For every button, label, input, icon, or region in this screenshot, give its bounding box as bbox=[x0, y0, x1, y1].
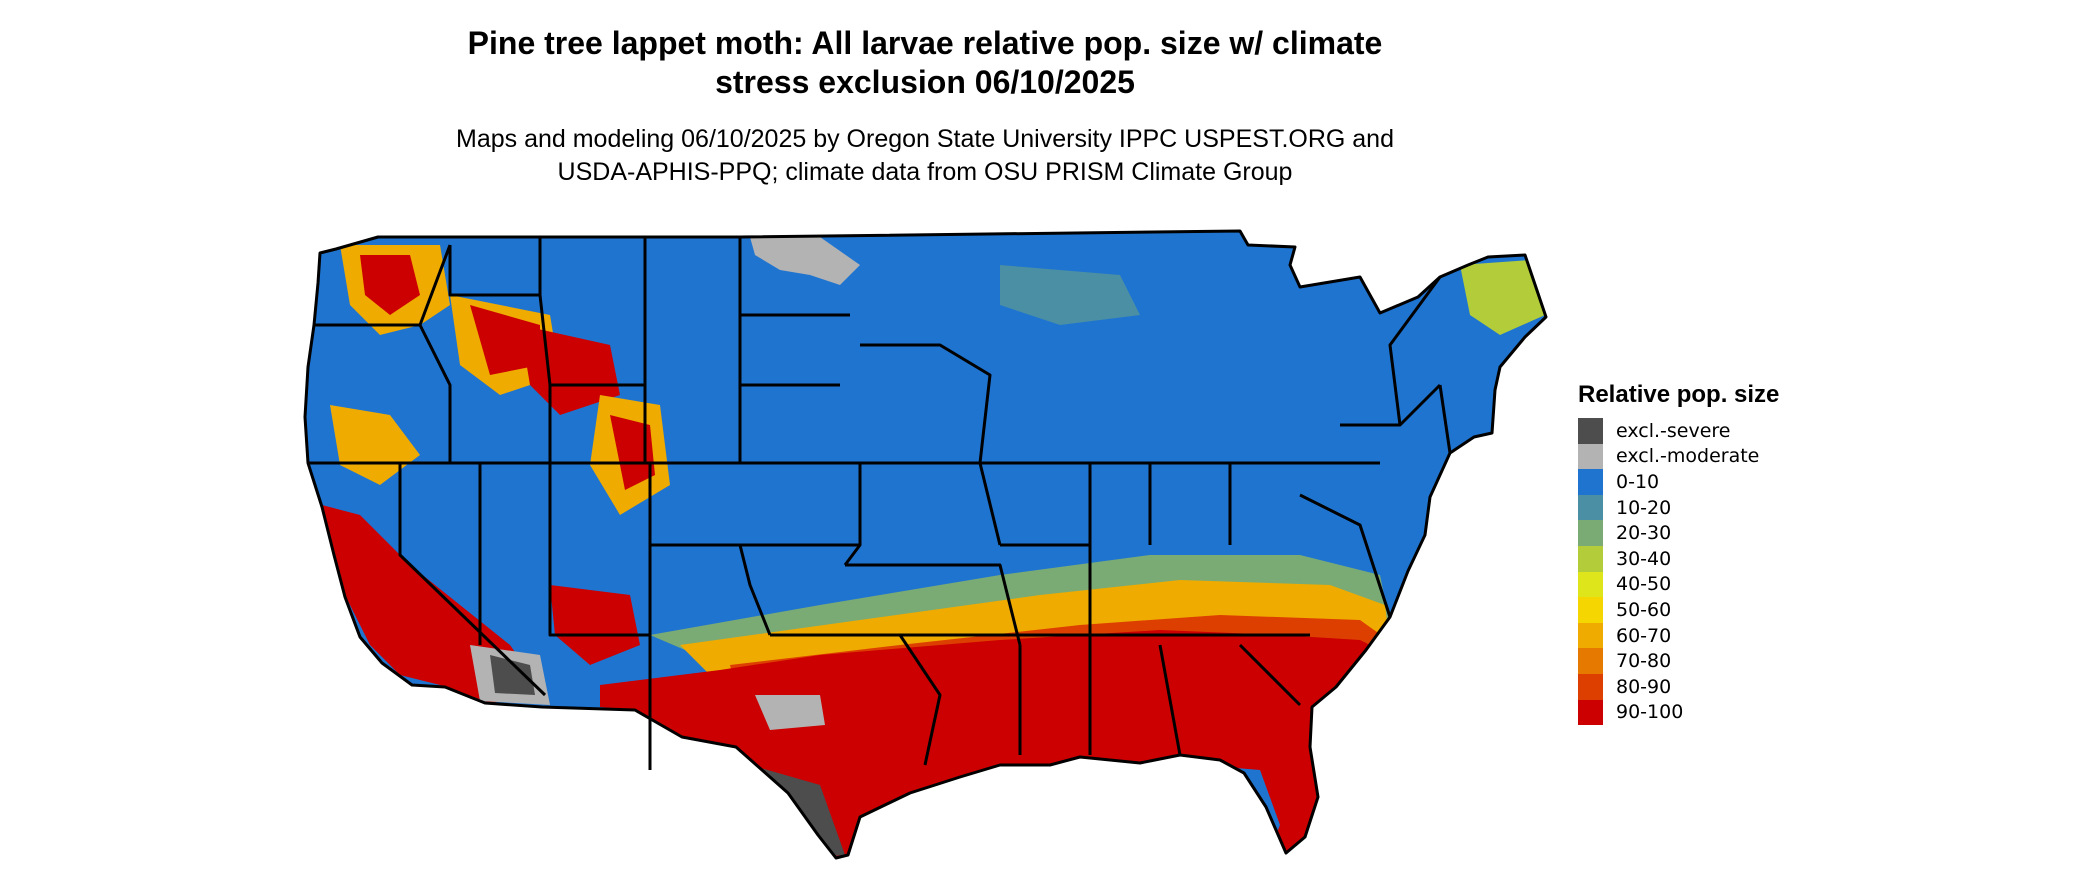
legend-item: 80-90 bbox=[1578, 673, 1779, 700]
legend-swatch bbox=[1578, 520, 1603, 546]
legend-label: 30-40 bbox=[1616, 547, 1672, 570]
zone-excl-moderate-north bbox=[750, 237, 860, 285]
legend-label: 10-20 bbox=[1616, 496, 1672, 519]
legend-label: 80-90 bbox=[1616, 675, 1672, 698]
legend-swatch bbox=[1578, 699, 1603, 726]
legend-swatch bbox=[1578, 469, 1603, 495]
legend-item: 90-100 bbox=[1578, 699, 1779, 726]
zone-30-40-maine bbox=[1460, 260, 1545, 335]
legend-label: 20-30 bbox=[1616, 522, 1672, 545]
zone-nm-red bbox=[550, 585, 640, 665]
legend-label: 40-50 bbox=[1616, 573, 1672, 596]
legend-label: excl.-severe bbox=[1616, 419, 1731, 442]
legend-item: 30-40 bbox=[1578, 545, 1779, 572]
legend-title: Relative pop. size bbox=[1578, 381, 1780, 408]
legend-label: 50-60 bbox=[1616, 598, 1672, 621]
legend-swatch bbox=[1578, 648, 1603, 674]
map-title-line-2: stress exclusion 06/10/2025 bbox=[715, 64, 1135, 100]
legend-swatch bbox=[1578, 494, 1603, 521]
us-population-map bbox=[303, 229, 1548, 860]
zone-excl-moderate-tx bbox=[755, 695, 825, 730]
map-subtitle: Maps and modeling 06/10/2025 by Oregon S… bbox=[0, 123, 1850, 189]
legend-label: 60-70 bbox=[1616, 624, 1672, 647]
map-subtitle-line-2: USDA-APHIS-PPQ; climate data from OSU PR… bbox=[557, 158, 1293, 186]
zone-nv-orange bbox=[330, 405, 420, 485]
legend-swatch bbox=[1578, 622, 1603, 649]
legend-item: excl.-moderate bbox=[1578, 443, 1779, 470]
legend-swatch bbox=[1578, 545, 1603, 572]
legend-item: excl.-severe bbox=[1578, 418, 1779, 444]
legend-swatch bbox=[1578, 673, 1603, 700]
population-layer bbox=[305, 231, 1546, 858]
legend-label: 90-100 bbox=[1616, 701, 1684, 724]
state-borders bbox=[303, 229, 1548, 860]
legend-swatch bbox=[1578, 597, 1603, 623]
legend-item: 50-60 bbox=[1578, 597, 1779, 623]
legend-swatch bbox=[1578, 418, 1603, 444]
legend-items: excl.-severe excl.-moderate 0-10 10-20 2… bbox=[1578, 418, 1779, 726]
legend-item: 70-80 bbox=[1578, 648, 1779, 674]
map-title-line-1: Pine tree lappet moth: All larvae relati… bbox=[467, 25, 1383, 61]
legend-item: 20-30 bbox=[1578, 520, 1779, 546]
zone-10-20-lakes bbox=[1000, 265, 1140, 325]
legend-item: 40-50 bbox=[1578, 571, 1779, 598]
legend-swatch bbox=[1578, 571, 1603, 598]
legend-label: 0-10 bbox=[1616, 470, 1660, 493]
legend-label: 70-80 bbox=[1616, 650, 1672, 673]
map-subtitle-line-1: Maps and modeling 06/10/2025 by Oregon S… bbox=[456, 125, 1394, 153]
legend: Relative pop. size excl.-severe excl.-mo… bbox=[1578, 380, 1780, 726]
map-title: Pine tree lappet moth: All larvae relati… bbox=[0, 24, 1850, 102]
zone-mtn-nw-red bbox=[360, 255, 420, 315]
zone-excl-severe-az bbox=[490, 655, 535, 695]
legend-item: 60-70 bbox=[1578, 622, 1779, 649]
legend-item: 10-20 bbox=[1578, 494, 1779, 521]
legend-swatch bbox=[1578, 443, 1603, 470]
zone-idaho-red bbox=[470, 305, 540, 375]
legend-label: excl.-moderate bbox=[1616, 445, 1760, 468]
legend-item: 0-10 bbox=[1578, 469, 1779, 495]
